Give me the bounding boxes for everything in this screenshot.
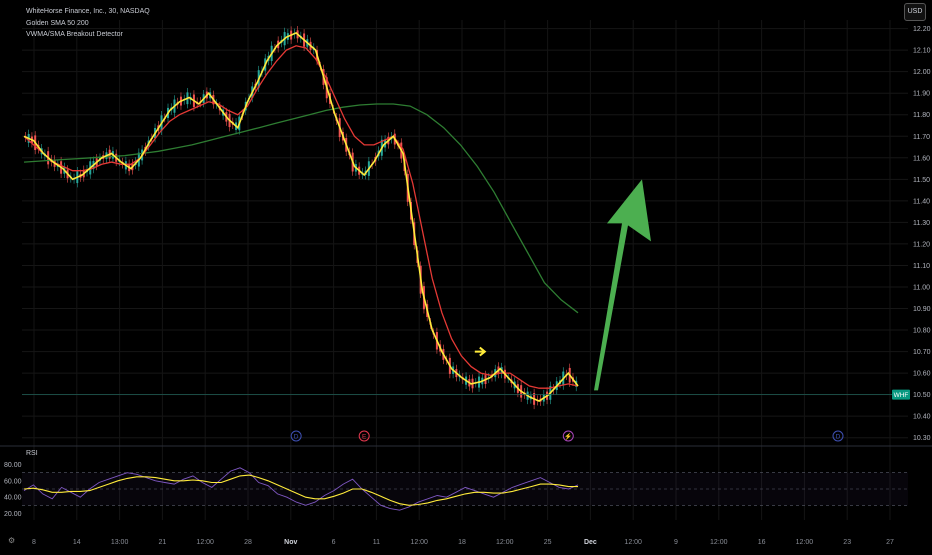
y-tick-label: 12.00 <box>913 69 931 76</box>
y-tick-label: 10.60 <box>913 371 931 378</box>
rsi-y-tick-label: 40.00 <box>4 495 22 502</box>
axes: 12.20 12.10 12.00 11.90 11.80 11.70 11.60 11.50… <box>4 26 931 546</box>
event-flag <box>832 430 844 442</box>
signal-arrow <box>474 346 487 357</box>
y-tick-label: 11.70 <box>913 134 930 141</box>
x-tick-label: 14 <box>73 539 81 546</box>
y-tick-label: 11.40 <box>913 198 930 205</box>
price-panel[interactable]: D E ⚡ D <box>22 26 908 442</box>
y-tick-label: 11.90 <box>913 91 930 98</box>
legend-symbol: WhiteHorse Finance, Inc., 30, NASDAQ <box>26 8 150 15</box>
x-tick-label: 23 <box>843 539 851 546</box>
rsi-y-tick-label: 20.00 <box>4 511 22 518</box>
x-tick-label: 12:00 <box>496 539 514 546</box>
x-tick-label: 16 <box>758 539 766 546</box>
x-tick-label: 12:00 <box>710 539 728 546</box>
event-flag <box>290 430 302 442</box>
legend-indicator-vwma: VWMA/SMA Breakout Detector <box>26 31 123 38</box>
event-flag <box>562 430 574 442</box>
x-tick-label: 27 <box>886 539 894 546</box>
y-tick-label: 12.10 <box>913 48 931 55</box>
rsi-panel[interactable] <box>22 467 908 511</box>
grid <box>0 20 932 520</box>
rsi-band-fill <box>22 472 908 506</box>
y-tick-label: 10.50 <box>913 392 931 399</box>
x-tick-label: 13:00 <box>111 539 129 546</box>
x-tick-label: 28 <box>244 539 252 546</box>
chart-legend: WhiteHorse Finance, Inc., 30, NASDAQ Gol… <box>26 6 150 41</box>
rsi-ma-line <box>23 474 578 506</box>
y-tick-label: 10.40 <box>913 414 931 421</box>
event-flag <box>358 430 370 442</box>
rsi-y-tick-label: 60.00 <box>4 478 22 485</box>
event-flag-label: ⚡ <box>564 433 572 441</box>
currency-button[interactable]: USD <box>904 3 926 21</box>
x-tick-label: 25 <box>544 539 552 546</box>
x-tick-label: 6 <box>332 539 336 546</box>
y-tick-label: 11.80 <box>913 112 930 119</box>
sma-50-line <box>23 45 579 389</box>
big-up-arrow <box>594 179 651 391</box>
y-tick-label: 10.80 <box>913 328 931 335</box>
timezone-icon[interactable]: ⚙ <box>8 536 16 545</box>
x-tick-label: 9 <box>674 539 678 546</box>
x-tick-label: 12:00 <box>410 539 428 546</box>
event-flag-label: D <box>294 434 299 441</box>
price-tag-label: WHF <box>894 392 909 399</box>
y-tick-label: 11.00 <box>913 284 930 291</box>
x-tick-label: Dec <box>584 539 597 546</box>
price-tag: WHF <box>892 389 910 400</box>
y-tick-label: 10.30 <box>913 435 931 442</box>
x-tick-label: 12:00 <box>196 539 214 546</box>
legend-indicator-golden-sma: Golden SMA 50 200 <box>26 19 89 27</box>
rsi-y-tick-label: 80.00 <box>4 462 22 469</box>
event-flag-label: D <box>836 434 841 441</box>
sma-200-line <box>23 103 579 314</box>
price-tag-bg <box>892 389 910 400</box>
x-tick-label: 18 <box>458 539 466 546</box>
x-tick-label: 12:00 <box>796 539 814 546</box>
y-tick-label: 11.60 <box>913 155 930 162</box>
rsi-legend-label: RSI <box>26 450 38 457</box>
y-tick-label: 10.90 <box>913 306 931 313</box>
x-tick-label: 8 <box>32 539 36 546</box>
event-flag-label: E <box>362 434 367 441</box>
x-tick-label: 12:00 <box>624 539 642 546</box>
x-tick-label: 11 <box>373 539 380 546</box>
y-tick-label: 12.20 <box>913 26 931 33</box>
y-tick-label: 11.20 <box>913 241 930 248</box>
price-line <box>23 31 579 403</box>
x-tick-label: Nov <box>284 539 297 546</box>
y-tick-label: 11.50 <box>913 177 930 184</box>
rsi-line <box>23 467 579 511</box>
y-tick-label: 10.70 <box>913 349 931 356</box>
y-tick-label: 11.10 <box>913 263 930 270</box>
x-tick-label: 21 <box>159 539 167 546</box>
y-tick-label: 11.30 <box>913 220 930 227</box>
